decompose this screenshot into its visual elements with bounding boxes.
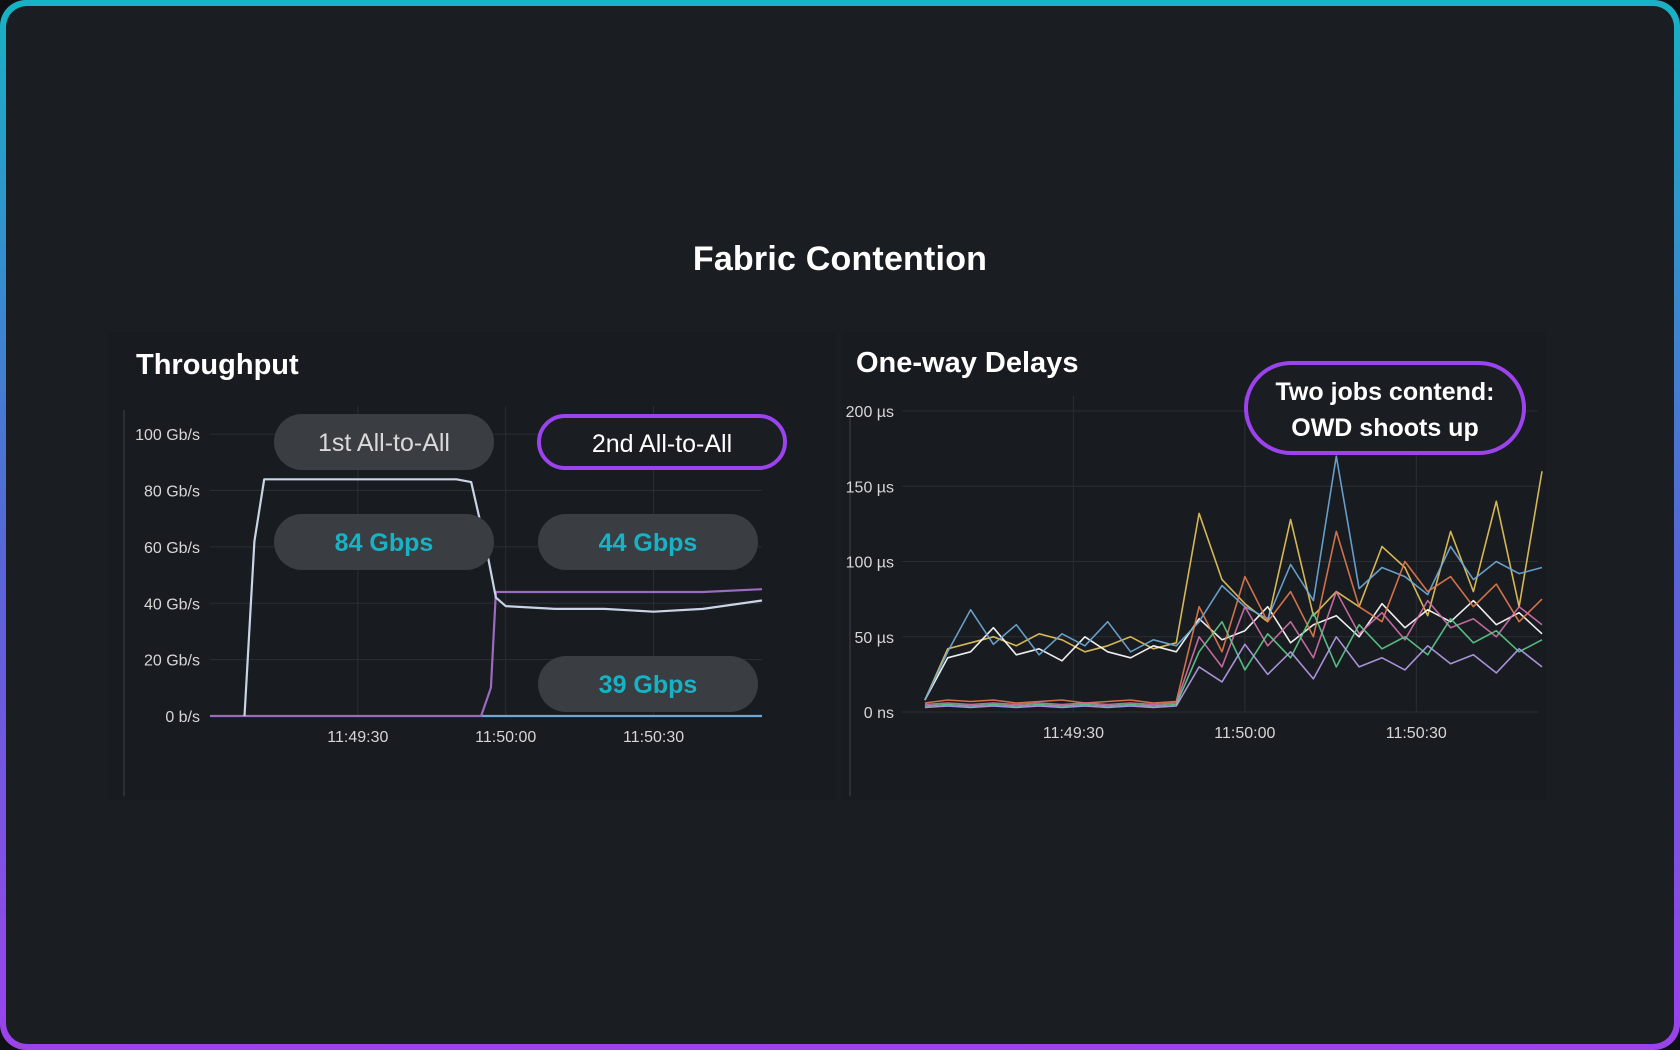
owd-grid: [902, 396, 1538, 713]
contention-annotation-label: Two jobs contend: OWD shoots up: [1276, 378, 1495, 442]
owd-series-line: [924, 611, 1543, 707]
throughput-y-ticks: 0 b/s 20 Gb/s 40 Gb/s 60 Gb/s 80 Gb/s 100 Gb/…: [135, 427, 200, 726]
throughput-x-tick-label: 11:50:30: [623, 729, 684, 746]
contention-annotation-pill: [1244, 361, 1526, 455]
owd-series-line: [924, 455, 1543, 701]
owd-x-tick-label: 11:49:30: [1043, 725, 1104, 742]
throughput-y-tick-label: 0 b/s: [165, 709, 200, 726]
throughput-y-tick-label: 40 Gb/s: [144, 596, 200, 613]
owd-title: One-way Delays: [856, 347, 1078, 379]
second-rate-b-pill: [538, 656, 758, 712]
second-all-to-all-pill: [537, 414, 787, 470]
owd-y-tick-label: 200 µs: [846, 404, 894, 421]
owd-series-line: [924, 635, 1543, 709]
owd-y-tick-label: 100 µs: [846, 555, 894, 572]
owd-x-tick-label: 11:50:30: [1386, 725, 1447, 742]
owd-y-ticks: 0 ns 50 µs 100 µs 150 µs 200 µs: [846, 404, 894, 722]
second-rate-a-label: 44 Gbps: [599, 529, 698, 557]
second-rate-a-pill: [538, 514, 758, 570]
throughput-y-tick-label: 80 Gb/s: [144, 484, 200, 501]
contention-annotation-line: Two jobs contend:: [1276, 378, 1495, 406]
throughput-x-ticks: 11:49:30 11:50:00 11:50:30: [327, 729, 684, 746]
throughput-y-tick-label: 100 Gb/s: [135, 427, 200, 444]
second-all-to-all-label: 2nd All-to-All: [592, 430, 732, 458]
owd-lines: [924, 455, 1543, 709]
owd-y-tick-label: 0 ns: [864, 705, 894, 722]
owd-y-tick-label: 150 µs: [846, 479, 894, 496]
throughput-x-tick-label: 11:49:30: [327, 729, 388, 746]
owd-series-line: [924, 590, 1543, 706]
first-all-to-all-pill: [274, 414, 494, 470]
card: Fabric Contention Throughput 0 b/s 20 Gb/…: [6, 6, 1674, 1044]
owd-x-ticks: 11:49:30 11:50:00 11:50:30: [1043, 725, 1447, 742]
owd-series-line: [924, 530, 1543, 704]
throughput-chart: Throughput 0 b/s 20 Gb/s 40 Gb/s 60 Gb/s 80 …: [108, 332, 836, 800]
throughput-series-line: [243, 478, 763, 717]
throughput-series-line: [210, 588, 763, 718]
one-way-delays-chart: One-way Delays 0 ns 50 µs 100 µs 150 µs 200 …: [842, 332, 1546, 800]
throughput-x-tick-label: 11:50:00: [475, 729, 536, 746]
contention-annotation-line: OWD shoots up: [1291, 414, 1478, 442]
owd-x-tick-label: 11:50:00: [1214, 725, 1275, 742]
page-title: Fabric Contention: [692, 240, 988, 278]
first-rate-label: 84 Gbps: [335, 529, 434, 557]
second-rate-b-label: 39 Gbps: [599, 671, 698, 699]
first-all-to-all-label: 1st All-to-All: [318, 429, 450, 457]
throughput-y-tick-label: 60 Gb/s: [144, 540, 200, 557]
throughput-title: Throughput: [136, 349, 299, 381]
owd-y-tick-label: 50 µs: [855, 630, 894, 647]
first-rate-pill: [274, 514, 494, 570]
throughput-lines: [210, 478, 763, 718]
throughput-y-tick-label: 20 Gb/s: [144, 653, 200, 670]
